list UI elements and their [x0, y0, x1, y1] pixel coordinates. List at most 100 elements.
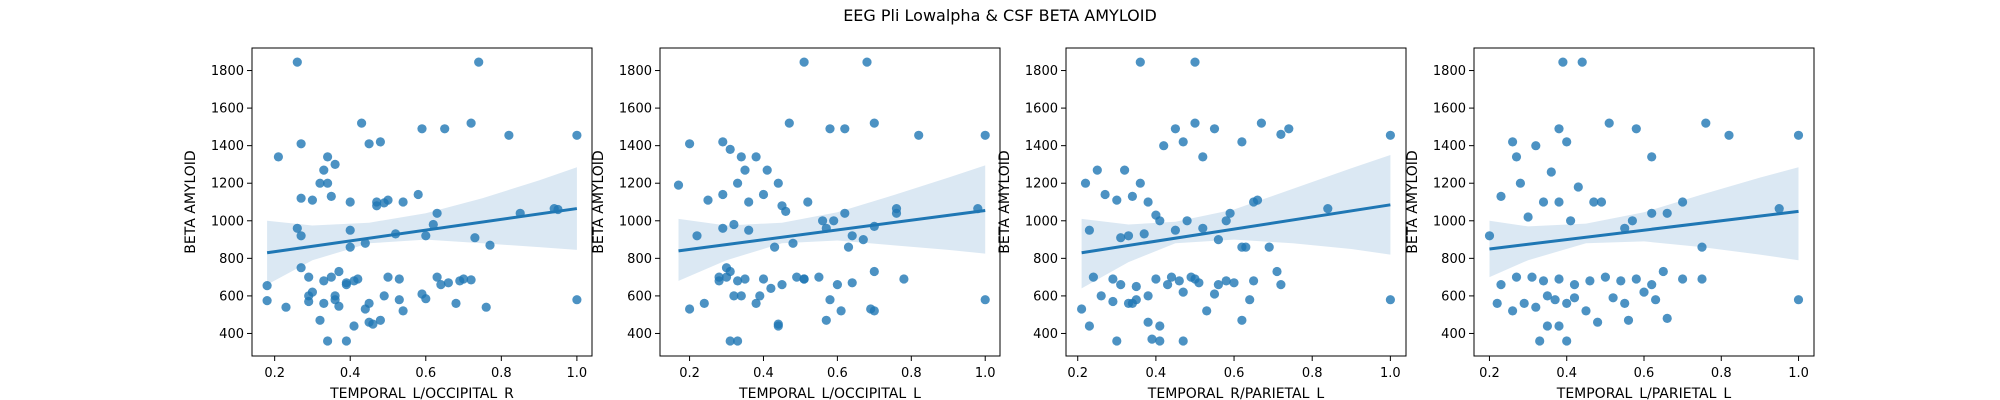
- data-point: [773, 321, 783, 331]
- data-point: [1272, 266, 1282, 277]
- data-point: [334, 266, 344, 277]
- data-point: [1245, 295, 1255, 305]
- data-point: [1701, 118, 1711, 128]
- y-tick-label: 1800: [619, 64, 652, 79]
- scatter-panel-2: 0.2 0.4 0.6 0.8 1.0 400 600 800 1000 1200 1400 1600…: [591, 47, 1001, 400]
- data-point: [1077, 304, 1087, 314]
- x-tick-label: 0.6: [1224, 366, 1245, 381]
- data-point: [1163, 280, 1173, 290]
- y-tick-label: 1000: [211, 214, 244, 229]
- data-point: [466, 275, 476, 285]
- data-point: [417, 124, 427, 134]
- data-point: [292, 57, 302, 67]
- data-point: [1519, 298, 1529, 308]
- data-point: [1600, 272, 1610, 282]
- data-point: [1143, 317, 1153, 327]
- data-point: [1631, 124, 1641, 134]
- data-point: [744, 197, 754, 207]
- data-point: [1639, 287, 1649, 297]
- data-point: [788, 238, 798, 248]
- data-point: [1131, 281, 1141, 292]
- data-point: [692, 231, 702, 241]
- y-tick-label: 600: [1033, 289, 1058, 304]
- y-tick-label: 1400: [1025, 139, 1058, 154]
- data-point: [1385, 295, 1395, 305]
- y-tick-label: 1800: [1433, 64, 1466, 79]
- data-point: [357, 118, 367, 128]
- data-point: [1284, 124, 1294, 134]
- data-point: [1256, 118, 1266, 128]
- data-point: [1108, 296, 1118, 307]
- data-point: [1724, 130, 1734, 140]
- data-point: [766, 283, 776, 293]
- data-point: [1209, 289, 1220, 299]
- data-point: [1569, 280, 1580, 290]
- data-point: [1573, 182, 1583, 192]
- data-point: [1697, 242, 1707, 252]
- data-point: [360, 238, 370, 248]
- y-axis-label: BETA AMYLOID: [997, 150, 1013, 253]
- data-point: [1174, 276, 1184, 286]
- data-point: [372, 201, 382, 211]
- data-point: [341, 280, 351, 290]
- data-point: [755, 291, 765, 301]
- data-point: [673, 180, 684, 190]
- data-point: [1620, 298, 1630, 308]
- data-point: [1221, 276, 1231, 286]
- x-tick-label: 0.4: [1556, 366, 1577, 381]
- data-point: [914, 130, 924, 140]
- x-tick-label: 1.0: [1788, 366, 1809, 381]
- data-point: [751, 298, 761, 308]
- x-tick-label: 0.6: [1634, 366, 1655, 381]
- data-point: [1542, 321, 1552, 331]
- data-point: [777, 280, 787, 290]
- data-point: [1496, 191, 1506, 201]
- data-point: [345, 242, 355, 252]
- data-point: [1546, 167, 1556, 177]
- data-point: [292, 223, 302, 233]
- data-point: [319, 276, 329, 286]
- data-point: [307, 287, 317, 297]
- data-point: [1554, 274, 1564, 284]
- data-point: [718, 189, 728, 200]
- data-point: [1237, 137, 1247, 147]
- data-point: [1589, 197, 1599, 207]
- data-point: [1139, 229, 1149, 239]
- data-point: [1550, 295, 1560, 305]
- data-point: [1508, 137, 1518, 147]
- data-point: [383, 195, 393, 205]
- x-tick-label: 0.8: [1711, 366, 1732, 381]
- data-point: [326, 191, 336, 201]
- data-point: [1190, 118, 1200, 128]
- data-point: [1774, 204, 1784, 214]
- data-point: [1323, 204, 1333, 214]
- data-point: [326, 272, 336, 282]
- data-point: [725, 144, 735, 154]
- data-point: [1631, 274, 1641, 284]
- data-point: [1604, 118, 1614, 128]
- data-point: [740, 274, 750, 284]
- data-point: [980, 130, 990, 140]
- data-point: [840, 124, 850, 134]
- data-point: [443, 278, 453, 288]
- data-point: [758, 274, 769, 284]
- y-tick-label: 800: [1033, 252, 1058, 267]
- data-point: [572, 130, 582, 140]
- data-point: [1538, 276, 1549, 286]
- data-point: [432, 208, 442, 218]
- data-point: [330, 159, 340, 169]
- data-point: [1178, 137, 1188, 147]
- data-point: [729, 219, 739, 230]
- data-point: [375, 137, 385, 147]
- data-point: [1535, 336, 1545, 346]
- data-point: [770, 242, 780, 252]
- data-point: [699, 298, 709, 308]
- data-point: [821, 315, 831, 325]
- y-tick-label: 400: [219, 327, 244, 342]
- y-tick-label: 1200: [1025, 177, 1058, 192]
- data-point: [1492, 298, 1502, 308]
- data-point: [1662, 313, 1672, 323]
- data-point: [1178, 336, 1188, 346]
- data-point: [847, 278, 857, 288]
